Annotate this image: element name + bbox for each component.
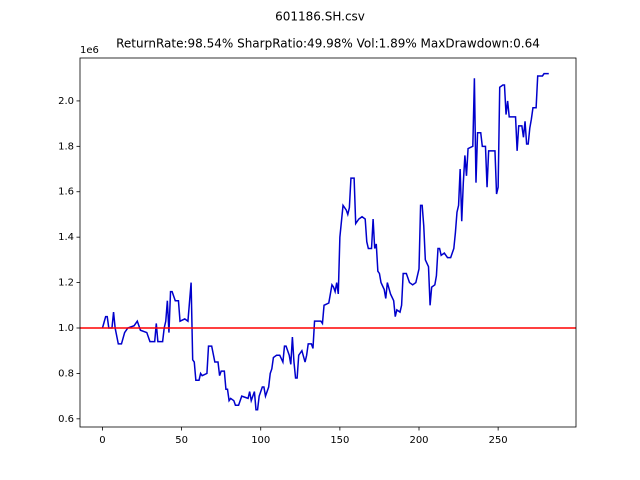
suptitle: 601186.SH.csv <box>275 10 365 24</box>
y-tick-label: 1.4 <box>58 232 74 243</box>
y-tick-label: 1.0 <box>58 323 74 334</box>
x-tick-label: 200 <box>409 435 428 446</box>
plot-frame <box>79 57 577 428</box>
x-tick-label: 0 <box>99 435 105 446</box>
y-tick-label: 1.6 <box>58 187 74 198</box>
x-tick-label: 100 <box>251 435 270 446</box>
y-tick-label: 2.0 <box>58 96 74 107</box>
y-tick-label: 1.2 <box>58 278 74 289</box>
x-tick-label: 250 <box>489 435 508 446</box>
y-tick-label: 0.6 <box>58 414 74 425</box>
line-series <box>101 72 549 411</box>
x-tick-label: 150 <box>330 435 349 446</box>
chart-title: ReturnRate:98.54% SharpRatio:49.98% Vol:… <box>116 37 540 51</box>
offset-text: 1e6 <box>80 45 99 56</box>
y-tick-label: 1.8 <box>58 141 74 152</box>
x-tick-label: 50 <box>175 435 188 446</box>
y-tick-label: 0.8 <box>58 368 74 379</box>
